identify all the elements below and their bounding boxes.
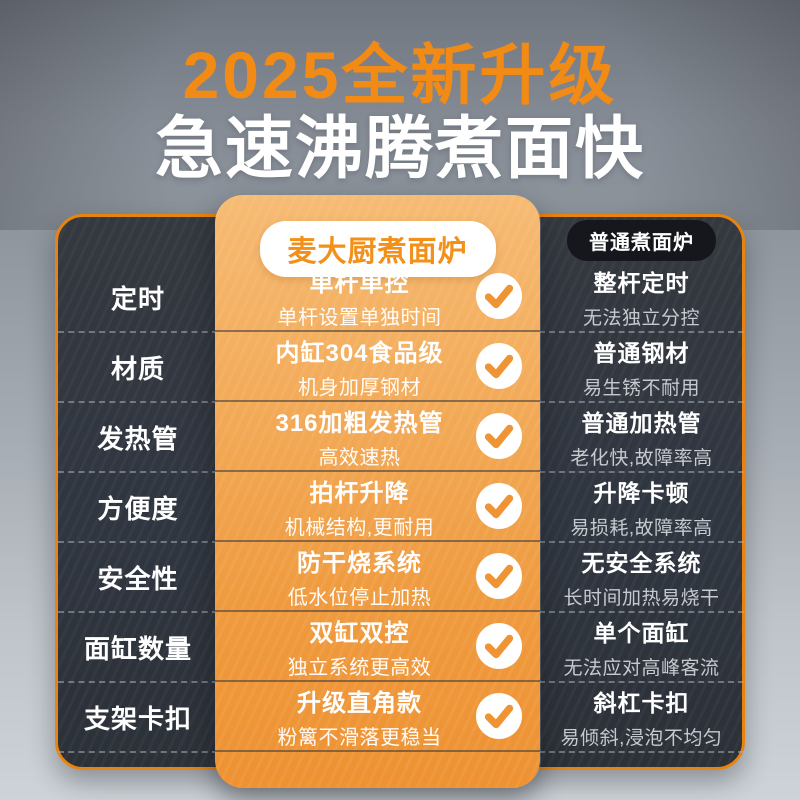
competitor-badge: 普通煮面炉 — [567, 219, 716, 261]
product-panel: 麦大厨煮面炉 单杆单控 单杆设置单独时间 内缸304食品级 机身加厚钢材 316… — [215, 195, 540, 788]
feature-column: 定时 材质 发热管 方便度 安全性 面缸数量 支架卡扣 — [58, 217, 218, 767]
product-title: 防干烧系统 — [297, 549, 422, 577]
check-icon — [476, 623, 522, 669]
product-title: 升级直角款 — [297, 689, 422, 717]
product-rows: 单杆单控 单杆设置单独时间 内缸304食品级 机身加厚钢材 316加粗发热管 高… — [215, 262, 540, 752]
competitor-desc: 易生锈不耐用 — [582, 378, 700, 399]
feature-label: 安全性 — [97, 563, 179, 594]
product-title: 316加粗发热管 — [275, 409, 444, 437]
competitor-column: 普通煮面炉 整杆定时 无法独立分控 普通钢材 易生锈不耐用 普通加热管 老化快,… — [539, 217, 744, 767]
feature-label: 发热管 — [97, 423, 179, 454]
product-row: 升级直角款 粉篱不滑落更稳当 — [215, 682, 540, 752]
competitor-cell: 无安全系统 长时间加热易烧干 — [539, 543, 744, 613]
competitor-title: 普通加热管 — [581, 410, 702, 436]
competitor-title: 普通钢材 — [593, 340, 690, 366]
competitor-desc: 易损耗,故障率高 — [570, 518, 713, 539]
competitor-title: 无安全系统 — [581, 550, 702, 576]
product-row: 双缸双控 独立系统更高效 — [215, 612, 540, 682]
product-badge: 麦大厨煮面炉 — [259, 221, 496, 277]
product-title: 单杆单控 — [309, 269, 410, 297]
competitor-cell: 普通加热管 老化快,故障率高 — [539, 403, 744, 473]
product-title: 双缸双控 — [309, 619, 410, 647]
competitor-cell: 升降卡顿 易损耗,故障率高 — [539, 473, 744, 543]
product-row: 拍杆升降 机械结构,更耐用 — [215, 472, 540, 542]
product-title: 内缸304食品级 — [275, 339, 444, 367]
feature-label: 方便度 — [97, 493, 179, 524]
competitor-title: 单个面缸 — [593, 620, 690, 646]
feature-cell: 支架卡扣 — [58, 683, 218, 753]
feature-label: 面缸数量 — [83, 633, 192, 664]
competitor-title: 斜杠卡扣 — [593, 690, 690, 716]
competitor-cell: 普通钢材 易生锈不耐用 — [539, 333, 744, 403]
product-desc: 独立系统更高效 — [287, 656, 432, 679]
check-icon — [476, 343, 522, 389]
product-desc: 机械结构,更耐用 — [284, 516, 435, 539]
feature-label: 定时 — [110, 283, 165, 314]
product-desc: 机身加厚钢材 — [298, 376, 421, 399]
header: 2025全新升级 急速沸腾煮面快 — [0, 38, 800, 188]
competitor-desc: 无法应对高峰客流 — [563, 658, 720, 679]
feature-cell: 面缸数量 — [58, 613, 218, 683]
feature-label: 材质 — [110, 353, 165, 384]
competitor-desc: 长时间加热易烧干 — [563, 588, 720, 609]
check-icon — [476, 273, 522, 319]
title-line-1: 2025全新升级 — [182, 38, 618, 112]
check-icon — [476, 413, 522, 459]
product-row: 防干烧系统 低水位停止加热 — [215, 542, 540, 612]
feature-column-header — [58, 217, 218, 263]
competitor-cell: 斜杠卡扣 易倾斜,浸泡不均匀 — [539, 683, 744, 753]
product-desc: 粉篱不滑落更稳当 — [277, 726, 442, 749]
feature-cell: 定时 — [58, 263, 218, 333]
check-icon — [476, 483, 522, 529]
product-row: 316加粗发热管 高效速热 — [215, 402, 540, 472]
feature-cell: 发热管 — [58, 403, 218, 473]
product-desc: 高效速热 — [318, 446, 401, 469]
competitor-title: 升降卡顿 — [593, 480, 690, 506]
competitor-desc: 无法独立分控 — [582, 308, 700, 329]
feature-cell: 安全性 — [58, 543, 218, 613]
feature-label: 支架卡扣 — [83, 703, 192, 734]
competitor-title: 整杆定时 — [593, 270, 690, 296]
check-icon — [476, 553, 522, 599]
competitor-cell: 单个面缸 无法应对高峰客流 — [539, 613, 744, 683]
product-desc: 单杆设置单独时间 — [277, 306, 442, 329]
competitor-desc: 易倾斜,浸泡不均匀 — [560, 728, 723, 749]
product-row: 内缸304食品级 机身加厚钢材 — [215, 332, 540, 402]
check-icon — [476, 693, 522, 739]
product-title: 拍杆升降 — [309, 479, 410, 507]
product-row: 单杆单控 单杆设置单独时间 — [215, 262, 540, 332]
product-desc: 低水位停止加热 — [287, 586, 432, 609]
competitor-desc: 老化快,故障率高 — [570, 448, 713, 469]
feature-cell: 方便度 — [58, 473, 218, 543]
title-line-2: 急速沸腾煮面快 — [154, 111, 645, 188]
competitor-cell: 整杆定时 无法独立分控 — [539, 263, 744, 333]
feature-cell: 材质 — [58, 333, 218, 403]
